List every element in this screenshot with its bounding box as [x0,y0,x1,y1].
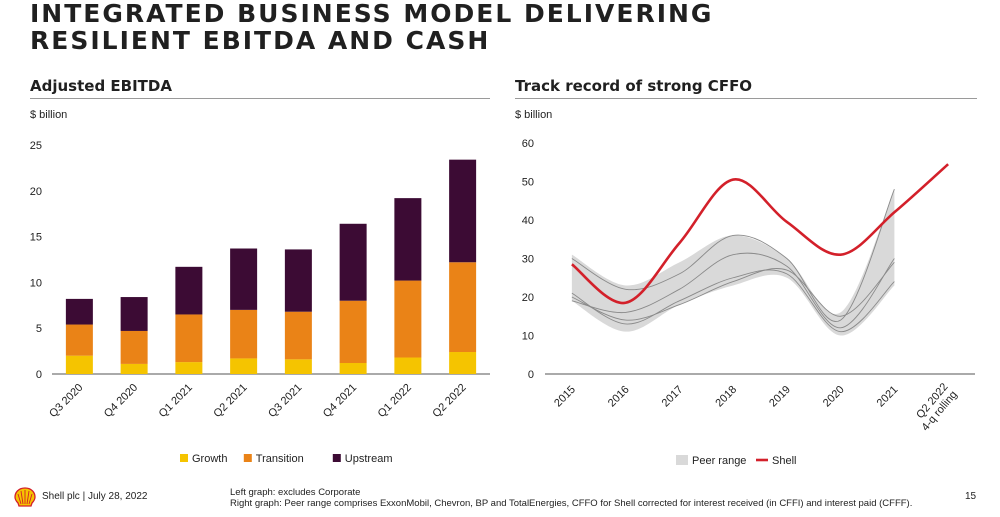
bar-transition [449,262,477,353]
peer-line [571,262,895,321]
bar-upstream [65,298,93,325]
footer-note-right: Right graph: Peer range comprises ExxonM… [230,498,913,509]
x-tick-label: 2016 [606,384,632,410]
footer-company-date: Shell plc | July 28, 2022 [42,491,148,502]
x-tick-label: 2018 [713,384,739,410]
y-tick-label: 40 [522,215,534,227]
legend-swatch-peer-range [676,455,688,465]
y-tick-label: 10 [522,331,534,343]
x-tick-label: 2021 [875,384,901,410]
bar-upstream [394,198,422,281]
cffo-line-chart: 0 10 20 30 40 50 60 2015 2016 2017 2018 2019 2020 202… [522,138,975,467]
y-tick-label: 25 [30,140,42,152]
bar-growth [175,362,203,374]
x-tick-label: 2019 [767,384,793,410]
legend-label: Growth [192,453,227,465]
y-tick-label: 60 [522,138,534,150]
shell-line [571,163,949,305]
footer-note-left: Left graph: excludes Corporate [230,487,361,498]
bar-transition [120,330,148,364]
bar-growth [120,363,148,374]
legend-swatch-upstream [332,454,341,462]
bar-transition [339,300,367,364]
bar-growth [284,359,312,374]
bar-upstream [449,159,477,263]
page-title: INTEGRATED BUSINESS MODEL DELIVERING RES… [30,0,714,55]
legend-swatch-growth [180,454,188,462]
x-tick-label: 2015 [552,384,578,410]
y-tick-label: 0 [528,369,534,381]
legend-label: Shell [772,455,796,467]
legend-label: Transition [256,453,304,465]
peer-line [571,252,895,329]
bar-growth [65,355,93,374]
bar-transition [65,324,93,356]
bar-growth [394,357,422,374]
peer-line [571,189,895,323]
y-tick-label: 10 [30,277,42,289]
x-tick-label: 2020 [821,384,847,410]
y-tick-label: 0 [36,369,42,381]
peer-line [571,269,895,333]
y-tick-label: 5 [36,323,42,335]
legend-label: Upstream [345,453,393,465]
bar-growth [449,352,477,374]
y-tick-label: 20 [522,292,534,304]
bar-upstream [339,223,367,301]
bar-upstream [175,266,203,315]
right-panel-unit: $ billion [515,109,553,121]
bar-transition [175,314,203,363]
bar-upstream [230,248,258,310]
right-panel-divider [515,98,977,99]
page-number: 15 [965,491,977,502]
bar-transition [284,311,312,360]
legend-label: Peer range [692,455,746,467]
bar-growth [230,358,258,374]
y-tick-label: 50 [522,177,534,189]
y-tick-label: 15 [30,232,42,244]
left-panel-title: Adjusted EBITDA [30,77,172,95]
peer-range-area [571,189,895,336]
bar-upstream [120,297,148,331]
left-panel-divider [30,98,490,99]
shell-logo-icon [14,487,36,507]
bar-transition [230,309,258,359]
bar-growth [339,363,367,374]
legend-swatch-transition [243,454,252,462]
y-tick-label: 20 [30,186,42,198]
right-panel-title: Track record of strong CFFO [515,77,753,95]
bar-upstream [284,249,312,312]
x-tick-label: 2017 [660,384,686,410]
y-tick-label: 30 [522,254,534,266]
bar-transition [394,280,422,358]
left-panel-unit: $ billion [30,109,68,121]
